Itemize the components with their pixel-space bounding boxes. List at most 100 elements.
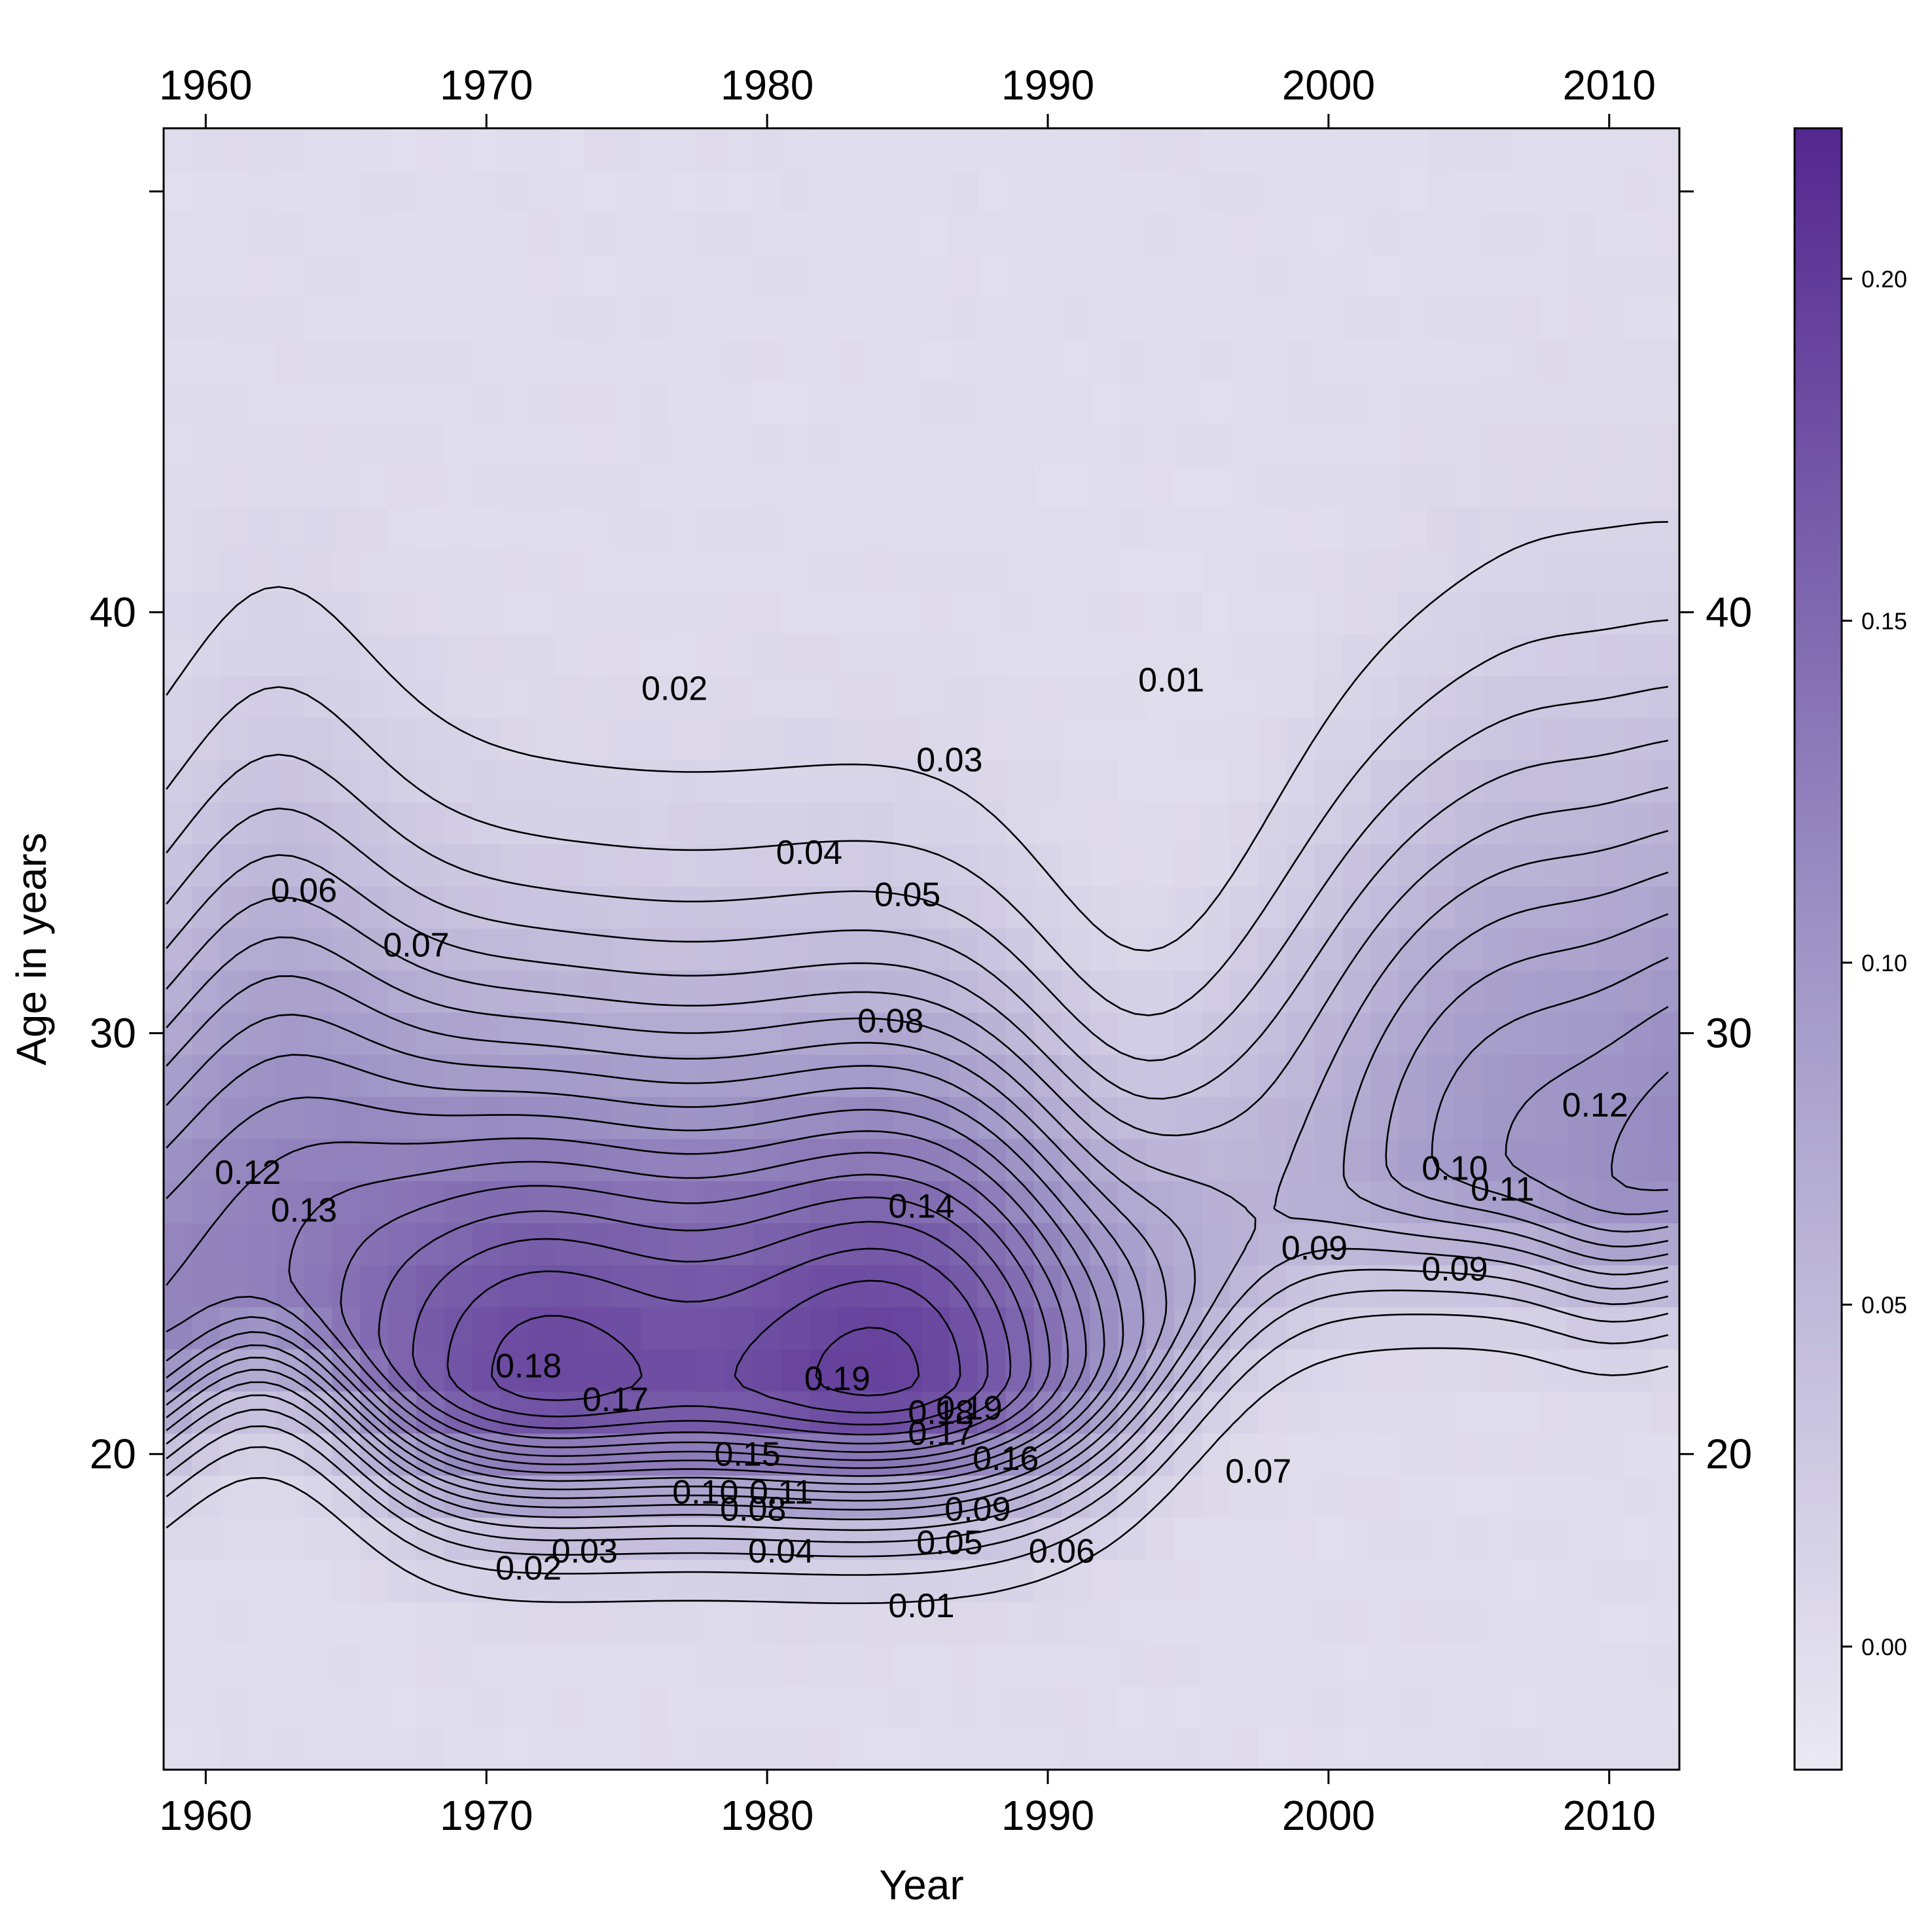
- heat-cell: [1230, 380, 1259, 424]
- heat-cell: [1567, 296, 1596, 340]
- heat-cell: [1623, 1348, 1653, 1392]
- heat-cell: [1427, 296, 1456, 340]
- heat-cell: [500, 591, 529, 634]
- heat-cell: [444, 1727, 473, 1770]
- contour-label: 0.18: [495, 1348, 562, 1386]
- heat-cell: [332, 1054, 361, 1098]
- heat-cell: [1286, 885, 1315, 929]
- heat-cell: [1482, 717, 1512, 760]
- heat-cell: [949, 549, 978, 592]
- y-tick-label: 40: [90, 589, 136, 636]
- heat-cell: [388, 1054, 417, 1098]
- heat-cell: [304, 970, 333, 1013]
- heat-cell: [1146, 507, 1175, 550]
- x-tick-label-top: 2010: [1563, 62, 1656, 109]
- heat-cell: [164, 1012, 192, 1055]
- heat-cell: [444, 1517, 473, 1560]
- heat-cell: [1567, 1559, 1596, 1602]
- heat-cell: [1370, 254, 1400, 298]
- heat-cell: [921, 675, 950, 719]
- heat-cell: [1482, 423, 1512, 466]
- heat-cell: [444, 1223, 473, 1266]
- heat-cell: [247, 465, 277, 508]
- heat-cell: [332, 1559, 361, 1602]
- heat-cell: [1258, 549, 1287, 592]
- heat-cell: [1342, 591, 1372, 634]
- contour-label: 0.17: [908, 1415, 974, 1453]
- plot-frame: [162, 127, 1681, 1771]
- heat-cell: [1258, 465, 1287, 508]
- heat-cell: [332, 970, 361, 1013]
- heat-cell: [1174, 759, 1203, 802]
- heat-cell: [416, 759, 445, 802]
- heat-cell: [444, 759, 473, 802]
- heat-cell: [613, 128, 642, 171]
- heat-cell: [1090, 1643, 1119, 1687]
- heat-cell: [696, 507, 726, 550]
- heat-cell: [1314, 1475, 1344, 1518]
- heat-cell: [219, 591, 249, 634]
- heat-cell: [1258, 717, 1287, 760]
- heat-cell: [837, 1601, 867, 1645]
- heat-cell: [1202, 1223, 1231, 1266]
- heat-cell: [416, 296, 445, 340]
- heat-cell: [1090, 591, 1119, 634]
- heat-cell: [1005, 170, 1035, 213]
- heat-cell: [528, 549, 558, 592]
- heat-cell: [191, 1223, 221, 1266]
- heat-cell: [1146, 170, 1175, 213]
- heat-cell: [1427, 1306, 1456, 1350]
- heat-cell: [724, 1391, 754, 1434]
- heat-cell: [1090, 717, 1119, 760]
- contour-label: 0.08: [857, 1002, 923, 1040]
- heat-cell: [528, 254, 558, 298]
- heat-cell: [781, 254, 810, 298]
- heat-cell: [781, 633, 810, 676]
- heat-cell: [1482, 465, 1512, 508]
- heat-cell: [669, 1306, 698, 1350]
- heat-cell: [304, 549, 333, 592]
- heat-cell: [1539, 1012, 1568, 1055]
- heat-cell: [921, 212, 950, 255]
- heat-cell: [1286, 1054, 1315, 1098]
- heat-cell: [247, 1306, 277, 1350]
- heat-cell: [388, 1348, 417, 1392]
- heat-cell: [1258, 1559, 1287, 1602]
- heat-cell: [1005, 1223, 1035, 1266]
- heat-cell: [1118, 1517, 1147, 1560]
- heat-cell: [276, 1601, 305, 1645]
- heat-cell: [1454, 549, 1484, 592]
- heat-cell: [1258, 1096, 1287, 1139]
- heat-cell: [669, 1727, 698, 1770]
- heat-cell: [1118, 970, 1147, 1013]
- heat-cell: [753, 465, 782, 508]
- heat-cell: [1230, 1054, 1259, 1098]
- heat-cell: [1539, 212, 1568, 255]
- heat-cell: [528, 170, 558, 213]
- heat-cell: [1595, 1601, 1624, 1645]
- heat-cell: [641, 1264, 670, 1308]
- heat-cell: [1342, 1559, 1372, 1602]
- heat-cell: [837, 507, 867, 550]
- heat-cell: [191, 970, 221, 1013]
- heat-cell: [1539, 338, 1568, 382]
- heat-cell: [753, 970, 782, 1013]
- heat-cell: [1651, 1517, 1679, 1560]
- heat-cell: [219, 296, 249, 340]
- heat-cell: [332, 675, 361, 719]
- heat-cell: [1399, 296, 1427, 340]
- contour-line: [340, 1173, 1051, 1453]
- heat-cell: [1511, 1012, 1540, 1055]
- heat-cell: [276, 1475, 305, 1518]
- heat-cell: [977, 759, 1007, 802]
- heat-cell: [1595, 212, 1624, 255]
- heat-cell: [247, 507, 277, 550]
- heat-cell: [1202, 1601, 1231, 1645]
- heat-cell: [1146, 633, 1175, 676]
- heat-cell: [1005, 380, 1035, 424]
- heat-cell: [977, 675, 1007, 719]
- heat-cell: [1202, 296, 1231, 340]
- heat-cell: [1174, 927, 1203, 971]
- heat-cell: [1174, 1138, 1203, 1181]
- heat-cell: [1427, 1223, 1456, 1266]
